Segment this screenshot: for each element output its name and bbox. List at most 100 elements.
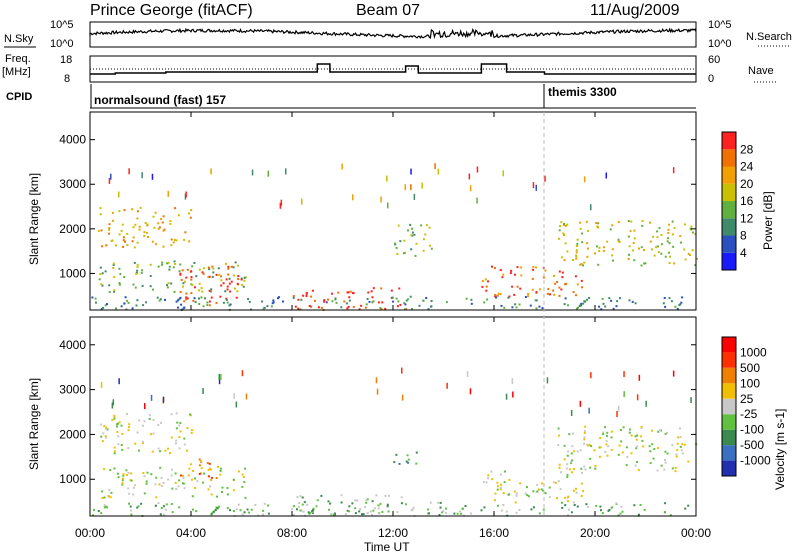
scatter-cell xyxy=(248,300,251,303)
scatter-streak xyxy=(502,170,504,177)
scatter-cell xyxy=(118,233,121,236)
scatter-cell xyxy=(485,481,488,484)
scatter-cell xyxy=(570,452,573,455)
scatter-cell xyxy=(672,245,675,248)
scatter-cell xyxy=(300,298,303,301)
scatter-cell xyxy=(154,504,157,507)
scatter-cell xyxy=(307,511,310,514)
scatter-cell xyxy=(305,291,308,294)
colorbar-tick-label: 1000 xyxy=(740,345,767,359)
scatter-cell xyxy=(254,504,257,506)
xtick-label: 12:00 xyxy=(378,526,408,540)
scatter-streak xyxy=(511,378,514,384)
scatter-cell xyxy=(668,262,671,264)
scatter-cell xyxy=(358,510,361,513)
scatter-cell xyxy=(662,302,665,305)
scatter-cell xyxy=(414,254,417,257)
scatter-cell xyxy=(303,501,306,504)
scatter-cell xyxy=(120,444,123,446)
scatter-cell xyxy=(240,278,243,281)
scatter-cell xyxy=(542,489,545,492)
scatter-cell xyxy=(583,465,586,468)
scatter-cell xyxy=(509,272,512,275)
scatter-cell xyxy=(226,285,229,288)
scatter-cell xyxy=(164,508,167,511)
scatter-streak xyxy=(590,204,592,211)
scatter-cell xyxy=(331,300,334,303)
scatter-cell xyxy=(487,280,489,283)
scatter-cell xyxy=(620,505,623,508)
scatter-cell xyxy=(515,494,518,497)
scatter-cell xyxy=(144,221,147,224)
scatter-cell xyxy=(583,429,586,432)
scatter-cell xyxy=(675,455,678,458)
scatter-streak xyxy=(387,202,389,209)
scatter-cell xyxy=(210,468,212,471)
scatter-cell xyxy=(642,445,645,448)
scatter-cell xyxy=(664,432,667,435)
scatter-cell xyxy=(556,497,558,500)
scatter-cell xyxy=(366,298,369,300)
scatter-cell xyxy=(513,490,516,493)
scatter-cell xyxy=(602,433,605,436)
colorbar-swatch xyxy=(722,252,736,271)
scatter-cell xyxy=(500,509,503,512)
scatter-cell xyxy=(372,287,375,290)
scatter-cell xyxy=(669,255,671,258)
scatter-cell xyxy=(495,296,498,299)
scatter-cell xyxy=(225,262,227,265)
scatter-cell xyxy=(494,492,497,495)
scatter-cell xyxy=(175,412,178,415)
scatter-cell xyxy=(384,307,387,310)
scatter-cell xyxy=(621,510,624,513)
scatter-cell xyxy=(548,496,551,499)
scatter-cell xyxy=(567,495,570,498)
scatter-cell xyxy=(634,435,637,438)
scatter-cell xyxy=(666,431,668,434)
scatter-cell xyxy=(583,436,586,439)
scatter-cell xyxy=(158,299,161,302)
scatter-cell xyxy=(441,511,444,514)
scatter-cell xyxy=(397,224,400,227)
scatter-streak xyxy=(404,184,406,191)
scatter-cell xyxy=(159,466,162,469)
scatter-cell xyxy=(695,257,698,260)
scatter-cell xyxy=(644,262,647,265)
scatter-cell xyxy=(106,303,108,306)
scatter-cell xyxy=(207,266,210,269)
scatter-cell xyxy=(561,506,564,509)
time-axis: 00:00 04:00 08:00 12:00 16:00 20:00 00:00 xyxy=(75,112,711,540)
scatter-cell xyxy=(575,254,578,257)
scatter-streak xyxy=(151,173,154,180)
scatter-cell xyxy=(626,456,629,458)
scatter-cell xyxy=(241,283,244,286)
scatter-cell xyxy=(206,304,209,307)
scatter-cell xyxy=(229,290,232,293)
scatter-cell xyxy=(266,305,269,308)
scatter-cell xyxy=(113,450,116,453)
scatter-cell xyxy=(465,297,468,300)
scatter-cell xyxy=(571,445,574,448)
scatter-cell xyxy=(331,292,333,295)
scatter-cell xyxy=(445,507,447,510)
scatter-cell xyxy=(618,444,621,447)
scatter-cell xyxy=(612,307,615,310)
scatter-cell xyxy=(430,300,433,302)
scatter-cell xyxy=(126,413,128,415)
scatter-cell xyxy=(126,244,129,246)
scatter-cell xyxy=(292,296,295,299)
scatter-cell xyxy=(227,273,230,276)
scatter-cell xyxy=(598,250,601,252)
scatter-cell xyxy=(415,462,418,465)
scatter-cell xyxy=(198,303,201,305)
scatter-cell xyxy=(219,295,222,298)
xtick-label: 20:00 xyxy=(580,526,610,540)
scatter-cell xyxy=(215,273,218,276)
scatter-cell xyxy=(191,283,194,286)
scatter-cell xyxy=(652,457,655,460)
scatter-cell xyxy=(241,485,244,488)
scatter-cell xyxy=(485,289,488,292)
scatter-cell xyxy=(556,281,559,283)
scatter-cell xyxy=(97,510,100,512)
scatter-cell xyxy=(141,284,144,287)
